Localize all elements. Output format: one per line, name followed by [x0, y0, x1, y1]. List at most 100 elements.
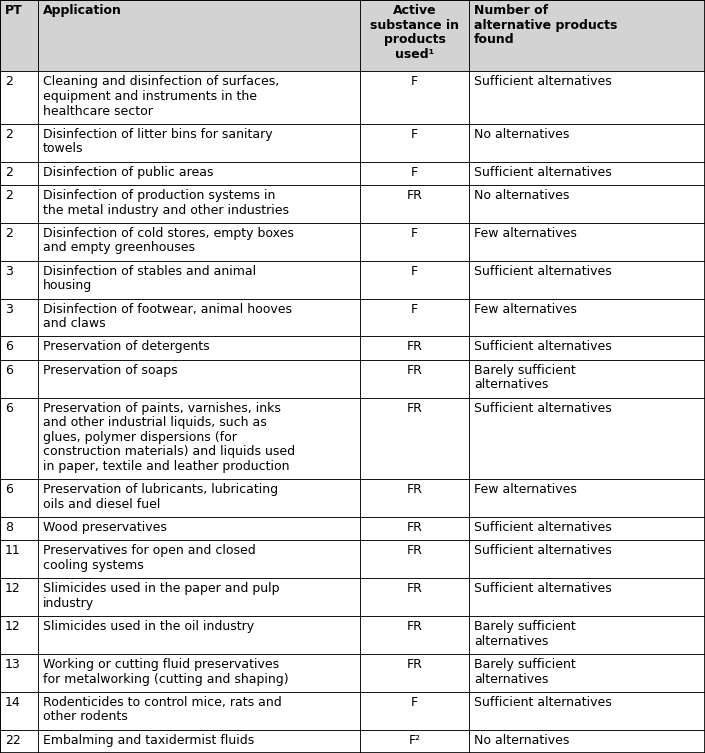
Text: 6: 6: [5, 401, 13, 415]
Text: 2: 2: [5, 227, 13, 240]
Bar: [360, 479, 469, 517]
Text: 8: 8: [5, 521, 13, 534]
Text: and empty greenhouses: and empty greenhouses: [43, 242, 195, 255]
Text: Embalming and taxidermist fluids: Embalming and taxidermist fluids: [43, 733, 255, 747]
Text: Slimicides used in the paper and pulp: Slimicides used in the paper and pulp: [43, 582, 279, 596]
Text: F: F: [411, 227, 418, 240]
Bar: [360, 517, 469, 541]
Bar: [469, 185, 705, 223]
Text: No alternatives: No alternatives: [474, 189, 570, 202]
Text: 11: 11: [5, 544, 20, 557]
Text: Few alternatives: Few alternatives: [474, 303, 577, 316]
Bar: [38, 479, 360, 517]
Bar: [469, 162, 705, 185]
Bar: [469, 541, 705, 578]
Text: No alternatives: No alternatives: [474, 128, 570, 141]
Bar: [0, 692, 38, 730]
Text: Few alternatives: Few alternatives: [474, 227, 577, 240]
Text: alternative products: alternative products: [474, 19, 618, 32]
Bar: [360, 162, 469, 185]
Bar: [360, 72, 469, 124]
Text: Disinfection of public areas: Disinfection of public areas: [43, 166, 214, 178]
Text: 13: 13: [5, 658, 20, 671]
Bar: [360, 578, 469, 616]
Text: 12: 12: [5, 582, 20, 596]
Bar: [38, 541, 360, 578]
Text: No alternatives: No alternatives: [474, 733, 570, 747]
Bar: [0, 299, 38, 337]
Bar: [469, 72, 705, 124]
Bar: [360, 692, 469, 730]
Bar: [360, 299, 469, 337]
Text: 2: 2: [5, 128, 13, 141]
Bar: [469, 616, 705, 654]
Text: for metalworking (cutting and shaping): for metalworking (cutting and shaping): [43, 672, 288, 686]
Bar: [360, 730, 469, 753]
Text: Active: Active: [393, 4, 436, 17]
Text: 2: 2: [5, 189, 13, 202]
Text: FR: FR: [407, 620, 422, 633]
Text: Barely sufficient: Barely sufficient: [474, 620, 576, 633]
Bar: [0, 223, 38, 261]
Bar: [0, 479, 38, 517]
Bar: [469, 398, 705, 479]
Bar: [469, 124, 705, 162]
Bar: [360, 360, 469, 398]
Bar: [469, 479, 705, 517]
Bar: [469, 360, 705, 398]
Bar: [360, 654, 469, 692]
Bar: [0, 185, 38, 223]
Text: industry: industry: [43, 597, 94, 610]
Text: alternatives: alternatives: [474, 672, 548, 686]
Text: Sufficient alternatives: Sufficient alternatives: [474, 265, 612, 278]
Bar: [38, 517, 360, 541]
Text: Sufficient alternatives: Sufficient alternatives: [474, 401, 612, 415]
Bar: [0, 124, 38, 162]
Text: Rodenticides to control mice, rats and: Rodenticides to control mice, rats and: [43, 696, 282, 709]
Text: FR: FR: [407, 401, 422, 415]
Bar: [38, 261, 360, 299]
Text: FR: FR: [407, 658, 422, 671]
Text: Disinfection of cold stores, empty boxes: Disinfection of cold stores, empty boxes: [43, 227, 294, 240]
Text: Preservation of soaps: Preservation of soaps: [43, 364, 178, 376]
Text: Sufficient alternatives: Sufficient alternatives: [474, 340, 612, 353]
Text: FR: FR: [407, 483, 422, 496]
Text: F: F: [411, 75, 418, 88]
Bar: [38, 654, 360, 692]
Text: Preservation of paints, varnishes, inks: Preservation of paints, varnishes, inks: [43, 401, 281, 415]
Text: Barely sufficient: Barely sufficient: [474, 658, 576, 671]
Text: substance in: substance in: [370, 19, 459, 32]
Bar: [360, 0, 469, 72]
Text: cooling systems: cooling systems: [43, 559, 144, 572]
Text: Preservation of lubricants, lubricating: Preservation of lubricants, lubricating: [43, 483, 278, 496]
Text: and other industrial liquids, such as: and other industrial liquids, such as: [43, 416, 266, 429]
Text: the metal industry and other industries: the metal industry and other industries: [43, 203, 289, 217]
Bar: [38, 337, 360, 360]
Bar: [469, 0, 705, 72]
Text: healthcare sector: healthcare sector: [43, 105, 153, 117]
Bar: [0, 360, 38, 398]
Bar: [360, 223, 469, 261]
Bar: [469, 299, 705, 337]
Text: Disinfection of litter bins for sanitary: Disinfection of litter bins for sanitary: [43, 128, 273, 141]
Text: in paper, textile and leather production: in paper, textile and leather production: [43, 460, 290, 473]
Text: 3: 3: [5, 303, 13, 316]
Text: 12: 12: [5, 620, 20, 633]
Text: Wood preservatives: Wood preservatives: [43, 521, 167, 534]
Text: F: F: [411, 128, 418, 141]
Text: alternatives: alternatives: [474, 635, 548, 648]
Text: Number of: Number of: [474, 4, 548, 17]
Bar: [38, 616, 360, 654]
Text: and claws: and claws: [43, 317, 106, 331]
Text: alternatives: alternatives: [474, 378, 548, 392]
Text: F²: F²: [408, 733, 421, 747]
Text: products: products: [384, 33, 446, 46]
Text: FR: FR: [407, 544, 422, 557]
Text: 6: 6: [5, 364, 13, 376]
Text: Sufficient alternatives: Sufficient alternatives: [474, 696, 612, 709]
Bar: [0, 337, 38, 360]
Text: glues, polymer dispersions (for: glues, polymer dispersions (for: [43, 431, 237, 444]
Text: Sufficient alternatives: Sufficient alternatives: [474, 166, 612, 178]
Text: F: F: [411, 696, 418, 709]
Text: Preservatives for open and closed: Preservatives for open and closed: [43, 544, 256, 557]
